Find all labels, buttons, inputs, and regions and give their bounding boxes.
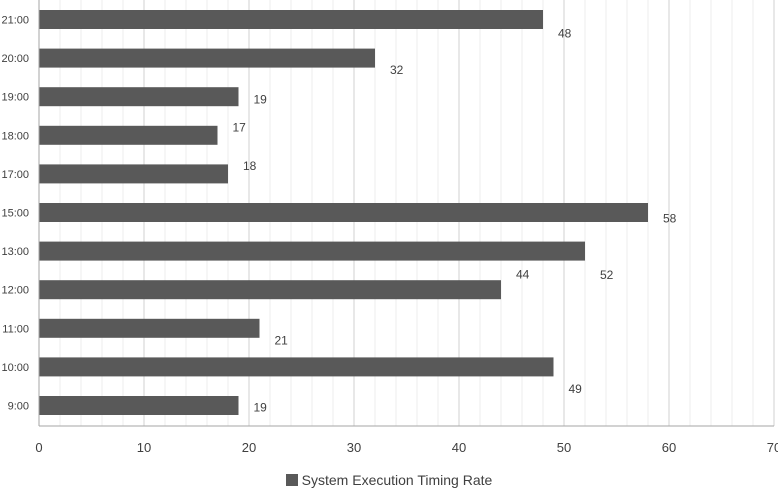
x-axis: 0 10 20 30 40 50 60 70: [35, 0, 778, 455]
x-tick-label: 0: [35, 440, 42, 455]
bar: [39, 164, 228, 184]
category-label: 21:00: [1, 15, 29, 27]
bar: [39, 203, 648, 222]
data-label: 49: [569, 382, 583, 396]
category-labels: 21:00 20:00 19:00 18:00 17:00 15:00 13:00 12:00…: [1, 15, 29, 413]
bar: [39, 241, 585, 261]
x-tick-label: 60: [662, 440, 676, 455]
bar: [39, 318, 260, 338]
category-label: 18:00: [1, 130, 29, 142]
legend-swatch: [285, 474, 298, 486]
category-label: 15:00: [1, 208, 29, 220]
data-label: 44: [516, 268, 530, 282]
bar: [39, 87, 239, 107]
data-label: 21: [275, 333, 289, 347]
x-tick-label: 40: [452, 440, 466, 455]
category-label: 12:00: [1, 285, 29, 297]
category-label: 10:00: [1, 362, 29, 374]
category-label: 20:00: [1, 53, 29, 65]
category-label: 11:00: [2, 323, 29, 335]
bar: [39, 48, 375, 68]
bar: [39, 280, 501, 300]
x-tick-label: 20: [242, 440, 256, 455]
data-label: 19: [254, 401, 268, 415]
data-label: 48: [558, 27, 572, 41]
bars: [39, 10, 648, 415]
data-labels: 48 32 19 17 18 58 52 44 21 49 19: [233, 27, 677, 415]
bar: [39, 125, 218, 145]
category-label: 17:00: [1, 169, 29, 181]
data-label: 17: [233, 120, 247, 134]
x-tick-label: 30: [347, 440, 361, 455]
bar: [39, 10, 543, 29]
x-tick-label: 70: [767, 440, 778, 455]
category-label: 13:00: [1, 246, 29, 258]
x-tick-label: 50: [557, 440, 571, 455]
bar: [39, 357, 554, 377]
legend: System Execution Timing Rate: [0, 472, 778, 488]
legend-label: System Execution Timing Rate: [301, 472, 493, 488]
bar: [39, 396, 239, 415]
data-label: 52: [600, 268, 614, 282]
data-label: 58: [663, 212, 677, 226]
category-label: 19:00: [1, 92, 29, 104]
data-label: 18: [243, 159, 257, 173]
data-label: 32: [390, 63, 404, 77]
data-label: 19: [254, 93, 268, 107]
category-label: 9:00: [8, 401, 29, 413]
x-tick-label: 10: [137, 440, 151, 455]
